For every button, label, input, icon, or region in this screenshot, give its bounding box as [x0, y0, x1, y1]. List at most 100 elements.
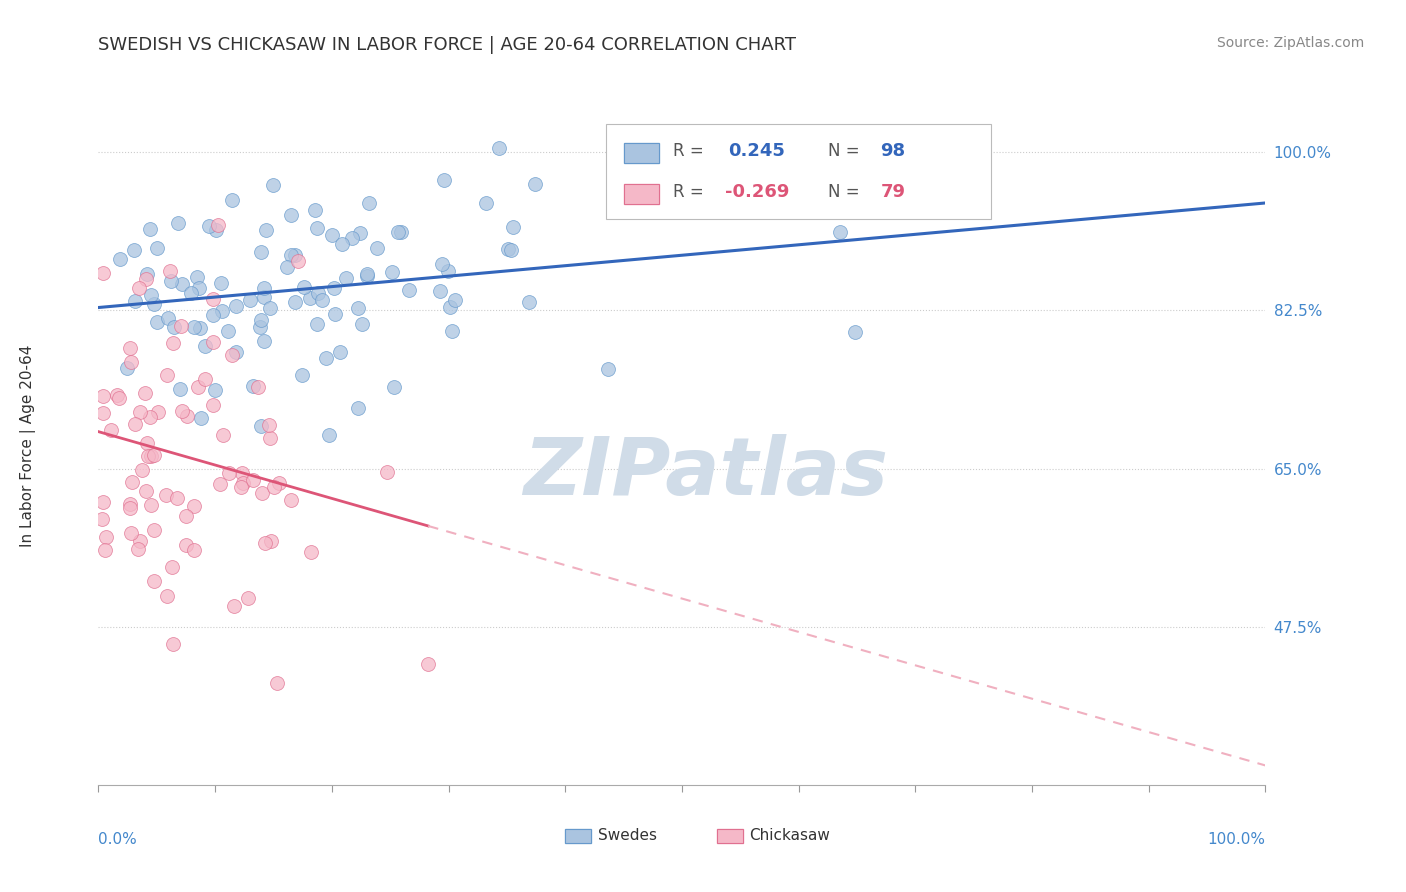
Point [105, 388, 128, 402]
Point [330, 237, 353, 252]
Text: 0.0%: 0.0% [98, 832, 138, 847]
Point [143, 524, 166, 538]
Point [212, 428, 235, 442]
Text: 79: 79 [880, 183, 905, 201]
Point [163, 319, 186, 334]
Point [398, 283, 420, 297]
Point [136, 449, 159, 463]
Point [209, 277, 232, 291]
Point [205, 222, 228, 236]
Point [287, 254, 309, 268]
Point [211, 304, 233, 318]
Point [190, 410, 212, 425]
Point [524, 178, 547, 192]
Point [124, 417, 146, 431]
Point [94, 542, 117, 557]
Point [183, 320, 205, 334]
Point [198, 219, 221, 233]
Point [262, 178, 284, 192]
Point [430, 257, 453, 271]
Point [201, 308, 224, 322]
Point [315, 351, 337, 366]
Point [260, 533, 283, 548]
Point [160, 274, 183, 288]
Point [121, 475, 143, 489]
Point [145, 241, 167, 255]
Point [204, 383, 226, 397]
Point [502, 219, 524, 234]
Point [267, 475, 290, 490]
Point [108, 252, 131, 266]
Point [91, 494, 114, 508]
Point [139, 498, 162, 512]
Point [418, 657, 440, 672]
Point [187, 281, 209, 295]
Point [517, 294, 540, 309]
Point [128, 405, 150, 419]
Text: Swedes: Swedes [598, 829, 657, 843]
Point [194, 339, 217, 353]
Point [156, 590, 179, 604]
Point [134, 386, 156, 401]
Point [120, 500, 142, 515]
Point [440, 324, 463, 338]
Point [143, 574, 166, 588]
Point [664, 196, 686, 211]
Point [381, 264, 404, 278]
Point [100, 423, 122, 437]
Point [162, 335, 184, 350]
Point [266, 676, 288, 690]
Point [170, 319, 193, 334]
Point [250, 244, 273, 259]
Point [366, 241, 388, 255]
Bar [717, 829, 742, 843]
Point [254, 536, 277, 550]
Point [242, 473, 264, 487]
Point [433, 173, 456, 187]
Point [437, 264, 460, 278]
Point [501, 244, 523, 258]
Point [141, 288, 163, 302]
Point [387, 225, 409, 239]
Point [135, 435, 157, 450]
Point [444, 293, 467, 307]
Point [183, 499, 205, 513]
Point [488, 141, 510, 155]
Point [257, 417, 280, 432]
Text: N =: N = [828, 142, 859, 160]
Point [172, 277, 194, 291]
Point [221, 193, 243, 207]
Point [229, 480, 252, 494]
Point [318, 428, 340, 442]
Bar [624, 143, 658, 163]
Point [117, 360, 139, 375]
Point [187, 380, 209, 394]
Point [307, 221, 329, 235]
Bar [624, 184, 658, 204]
Point [250, 419, 273, 434]
Point [284, 248, 307, 262]
Point [188, 321, 211, 335]
Point [176, 409, 198, 423]
Point [280, 492, 302, 507]
Point [323, 281, 346, 295]
Point [307, 286, 329, 301]
Point [263, 479, 285, 493]
Point [174, 538, 197, 552]
Point [321, 227, 343, 242]
Point [254, 222, 277, 236]
Point [135, 484, 157, 499]
Point [375, 465, 398, 479]
Point [304, 203, 326, 218]
Point [148, 405, 170, 419]
Point [238, 591, 260, 605]
FancyBboxPatch shape [606, 124, 991, 219]
Point [496, 242, 519, 256]
Point [253, 281, 276, 295]
Point [201, 334, 224, 349]
Point [135, 272, 157, 286]
Point [183, 543, 205, 558]
Point [207, 218, 229, 232]
Point [91, 266, 114, 280]
Point [225, 345, 247, 359]
